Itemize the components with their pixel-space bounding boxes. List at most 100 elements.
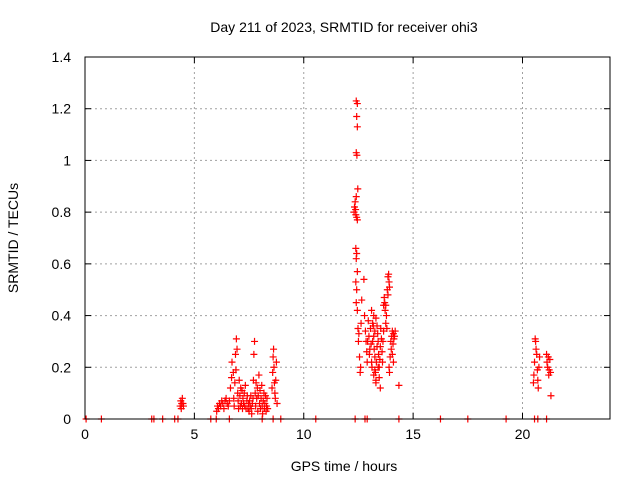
data-point bbox=[228, 358, 236, 366]
data-point bbox=[371, 327, 379, 335]
data-point bbox=[391, 327, 399, 335]
data-point bbox=[354, 185, 362, 193]
data-point bbox=[378, 348, 386, 356]
scatter-points bbox=[82, 97, 555, 423]
data-point bbox=[220, 405, 228, 413]
data-point bbox=[381, 306, 389, 314]
data-point bbox=[351, 198, 359, 206]
data-point bbox=[252, 379, 260, 387]
data-point bbox=[354, 337, 362, 345]
x-tick-label: 20 bbox=[515, 426, 531, 442]
data-point bbox=[230, 394, 238, 402]
data-point bbox=[382, 312, 390, 320]
data-point bbox=[386, 283, 393, 291]
data-point bbox=[271, 394, 279, 402]
data-point bbox=[232, 350, 239, 358]
data-point bbox=[370, 371, 378, 379]
data-point bbox=[248, 410, 256, 418]
data-point bbox=[269, 368, 277, 376]
data-point bbox=[353, 250, 361, 258]
data-point bbox=[395, 381, 403, 389]
data-point bbox=[255, 371, 263, 379]
y-tick-label: 1.4 bbox=[52, 49, 72, 65]
data-point bbox=[352, 244, 360, 252]
data-point bbox=[360, 275, 368, 283]
data-point bbox=[352, 193, 360, 201]
y-tick-label: 0 bbox=[63, 411, 71, 427]
data-point bbox=[389, 340, 397, 348]
data-point bbox=[534, 376, 542, 384]
data-point bbox=[358, 296, 366, 304]
data-point bbox=[535, 363, 543, 371]
data-point bbox=[231, 379, 239, 387]
data-point bbox=[376, 384, 384, 392]
data-point bbox=[391, 332, 399, 340]
data-point bbox=[382, 301, 390, 309]
data-point bbox=[536, 353, 544, 361]
data-point bbox=[357, 319, 365, 327]
data-point bbox=[224, 402, 232, 410]
data-point bbox=[357, 363, 365, 371]
data-point bbox=[530, 371, 538, 379]
data-point bbox=[352, 299, 360, 307]
data-point bbox=[239, 394, 247, 402]
data-point bbox=[372, 379, 380, 387]
data-point bbox=[241, 381, 249, 389]
y-tick-label: 1 bbox=[63, 152, 71, 168]
grid-lines bbox=[85, 57, 610, 419]
data-point bbox=[547, 392, 555, 400]
data-point bbox=[369, 319, 377, 327]
data-point bbox=[387, 345, 395, 353]
data-point bbox=[353, 306, 361, 314]
data-point bbox=[232, 335, 240, 343]
y-tick-label: 0.4 bbox=[52, 308, 72, 324]
tick-labels: 0 5 10 15 20 0 0.2 0.4 0.6 0.8 1 1.2 1.4 bbox=[52, 49, 531, 442]
data-point bbox=[353, 100, 361, 108]
data-point bbox=[383, 325, 391, 332]
data-point bbox=[374, 363, 382, 371]
y-tick-label: 1.2 bbox=[52, 101, 72, 117]
data-point bbox=[368, 306, 376, 314]
data-point bbox=[353, 112, 361, 120]
x-tick-label: 5 bbox=[190, 426, 198, 442]
data-point bbox=[372, 314, 380, 322]
data-point bbox=[546, 356, 554, 364]
data-point bbox=[263, 394, 271, 402]
data-point bbox=[386, 368, 393, 376]
data-point bbox=[178, 394, 186, 402]
data-point bbox=[379, 337, 387, 345]
y-tick-label: 0.8 bbox=[52, 204, 72, 220]
data-point bbox=[355, 330, 363, 338]
y-tick-label: 0.2 bbox=[52, 359, 72, 375]
data-point bbox=[251, 337, 259, 345]
data-point bbox=[230, 402, 238, 410]
data-point bbox=[269, 353, 277, 361]
data-point bbox=[370, 332, 378, 340]
data-point bbox=[177, 405, 185, 413]
x-tick-label: 10 bbox=[296, 426, 312, 442]
data-point bbox=[379, 358, 386, 366]
data-point bbox=[376, 343, 384, 351]
data-point bbox=[547, 368, 554, 376]
x-tick-label: 15 bbox=[405, 426, 421, 442]
chart-title: Day 211 of 2023, SRMTID for receiver ohi… bbox=[210, 19, 478, 35]
data-point bbox=[272, 376, 280, 384]
data-point bbox=[353, 286, 361, 294]
data-point bbox=[272, 358, 280, 366]
data-point bbox=[389, 358, 397, 366]
data-point bbox=[532, 337, 540, 345]
data-point bbox=[273, 399, 281, 407]
data-point bbox=[353, 123, 361, 131]
data-point bbox=[531, 358, 539, 366]
data-point bbox=[353, 268, 361, 276]
data-point bbox=[252, 402, 260, 410]
data-point bbox=[226, 384, 234, 392]
y-tick-label: 0.6 bbox=[52, 256, 72, 272]
data-point bbox=[232, 366, 240, 374]
data-point bbox=[354, 325, 362, 332]
data-point bbox=[388, 350, 396, 358]
data-point bbox=[250, 350, 258, 358]
data-point bbox=[353, 151, 361, 159]
data-point bbox=[373, 322, 381, 330]
